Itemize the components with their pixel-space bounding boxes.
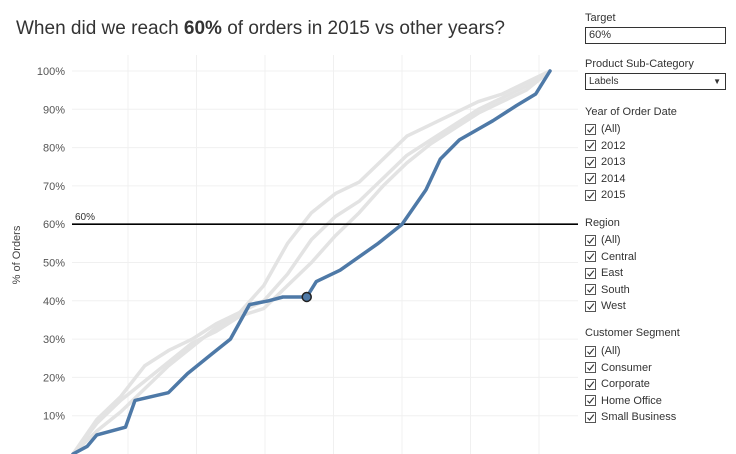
region-option-label: Central xyxy=(601,250,637,263)
chart-title: When did we reach 60% of orders in 2015 … xyxy=(16,18,505,40)
checkbox-checked-icon[interactable] xyxy=(585,156,596,168)
customer-segment-option-label: Small Business xyxy=(601,411,677,424)
year-option-label: 2015 xyxy=(601,189,626,202)
title-suffix: of orders in 2015 vs other years? xyxy=(221,18,505,39)
checkbox-checked-icon[interactable] xyxy=(585,189,596,201)
y-tick-label: 90% xyxy=(43,104,65,116)
y-tick-label: 80% xyxy=(43,143,65,155)
target-reached-marker xyxy=(301,291,312,303)
year-option[interactable]: 2013 xyxy=(585,155,625,169)
region-option[interactable]: West xyxy=(585,299,626,313)
checkbox-checked-icon[interactable] xyxy=(585,284,596,296)
customer-segment-option[interactable]: Home Office xyxy=(585,394,662,408)
checkbox-checked-icon[interactable] xyxy=(585,123,596,135)
target-line-label: 60% xyxy=(75,212,95,223)
checkbox-checked-icon[interactable] xyxy=(585,267,596,279)
customer-segment-option-label: (All) xyxy=(601,345,621,357)
title-bold: 60% xyxy=(183,18,222,39)
year-option-label: 2012 xyxy=(601,139,626,152)
year-option-label: (All) xyxy=(601,123,621,135)
region-option-label: (All) xyxy=(601,234,621,246)
checkbox-checked-icon[interactable] xyxy=(585,362,596,374)
region-option[interactable]: (All) xyxy=(585,233,621,247)
region-option-label: East xyxy=(601,267,624,280)
y-axis-label: % of Orders xyxy=(11,225,23,285)
region-option-label: West xyxy=(601,300,626,313)
series-line-2013 xyxy=(71,69,552,454)
checkbox-checked-icon[interactable] xyxy=(585,345,596,357)
target-label: Target xyxy=(585,12,616,24)
product-sub-category-label: Product Sub-Category xyxy=(585,58,694,70)
customer-segment-option[interactable]: Consumer xyxy=(585,361,652,375)
customer-segment-option-label: Home Office xyxy=(601,394,662,407)
year-option[interactable]: (All) xyxy=(585,122,621,136)
region-option[interactable]: East xyxy=(585,266,623,280)
series-line-2015 xyxy=(71,69,552,454)
target-input[interactable]: 60% xyxy=(585,27,726,44)
y-tick-label: 30% xyxy=(43,334,65,346)
title-prefix: When did we reach xyxy=(16,18,184,39)
chevron-down-icon: ▼ xyxy=(713,77,721,86)
y-tick-label: 40% xyxy=(43,296,65,308)
checkbox-checked-icon[interactable] xyxy=(585,251,596,263)
y-tick-label: 60% xyxy=(43,219,65,231)
customer-segment-option[interactable]: (All) xyxy=(585,344,621,358)
year-option[interactable]: 2012 xyxy=(585,139,625,153)
customer-segment-label: Customer Segment xyxy=(585,327,680,339)
checkbox-checked-icon[interactable] xyxy=(585,411,596,423)
customer-segment-option[interactable]: Corporate xyxy=(585,377,650,391)
product-sub-category-value: Labels xyxy=(589,76,619,87)
series-line-2014 xyxy=(71,69,552,454)
customer-segment-option-label: Consumer xyxy=(601,361,652,374)
checkbox-checked-icon[interactable] xyxy=(585,234,596,246)
year-option-label: 2014 xyxy=(601,172,626,185)
checkbox-checked-icon[interactable] xyxy=(585,300,596,312)
region-option-label: South xyxy=(601,283,630,296)
customer-segment-option[interactable]: Small Business xyxy=(585,410,676,424)
line-chart: 10% 20% 30% 40% 50% 60% 70% 80% 90% 100% 60% xyxy=(37,55,578,454)
y-tick-label: 100% xyxy=(37,66,65,78)
region-option[interactable]: South xyxy=(585,283,630,297)
checkbox-checked-icon[interactable] xyxy=(585,378,596,390)
product-sub-category-dropdown[interactable]: Labels ▼ xyxy=(585,73,726,90)
year-option[interactable]: 2015 xyxy=(585,188,625,202)
checkbox-checked-icon[interactable] xyxy=(585,173,596,185)
year-option[interactable]: 2014 xyxy=(585,172,625,186)
year-label: Year of Order Date xyxy=(585,106,677,118)
region-label: Region xyxy=(585,217,620,229)
series-line-2012 xyxy=(71,69,552,454)
year-option-label: 2013 xyxy=(601,156,626,169)
y-tick-label: 20% xyxy=(43,372,65,384)
region-option[interactable]: Central xyxy=(585,250,636,264)
checkbox-checked-icon[interactable] xyxy=(585,140,596,152)
y-tick-label: 50% xyxy=(43,258,65,270)
y-tick-label: 10% xyxy=(43,411,65,423)
checkbox-checked-icon[interactable] xyxy=(585,395,596,407)
customer-segment-option-label: Corporate xyxy=(601,378,650,391)
y-tick-label: 70% xyxy=(43,181,65,193)
